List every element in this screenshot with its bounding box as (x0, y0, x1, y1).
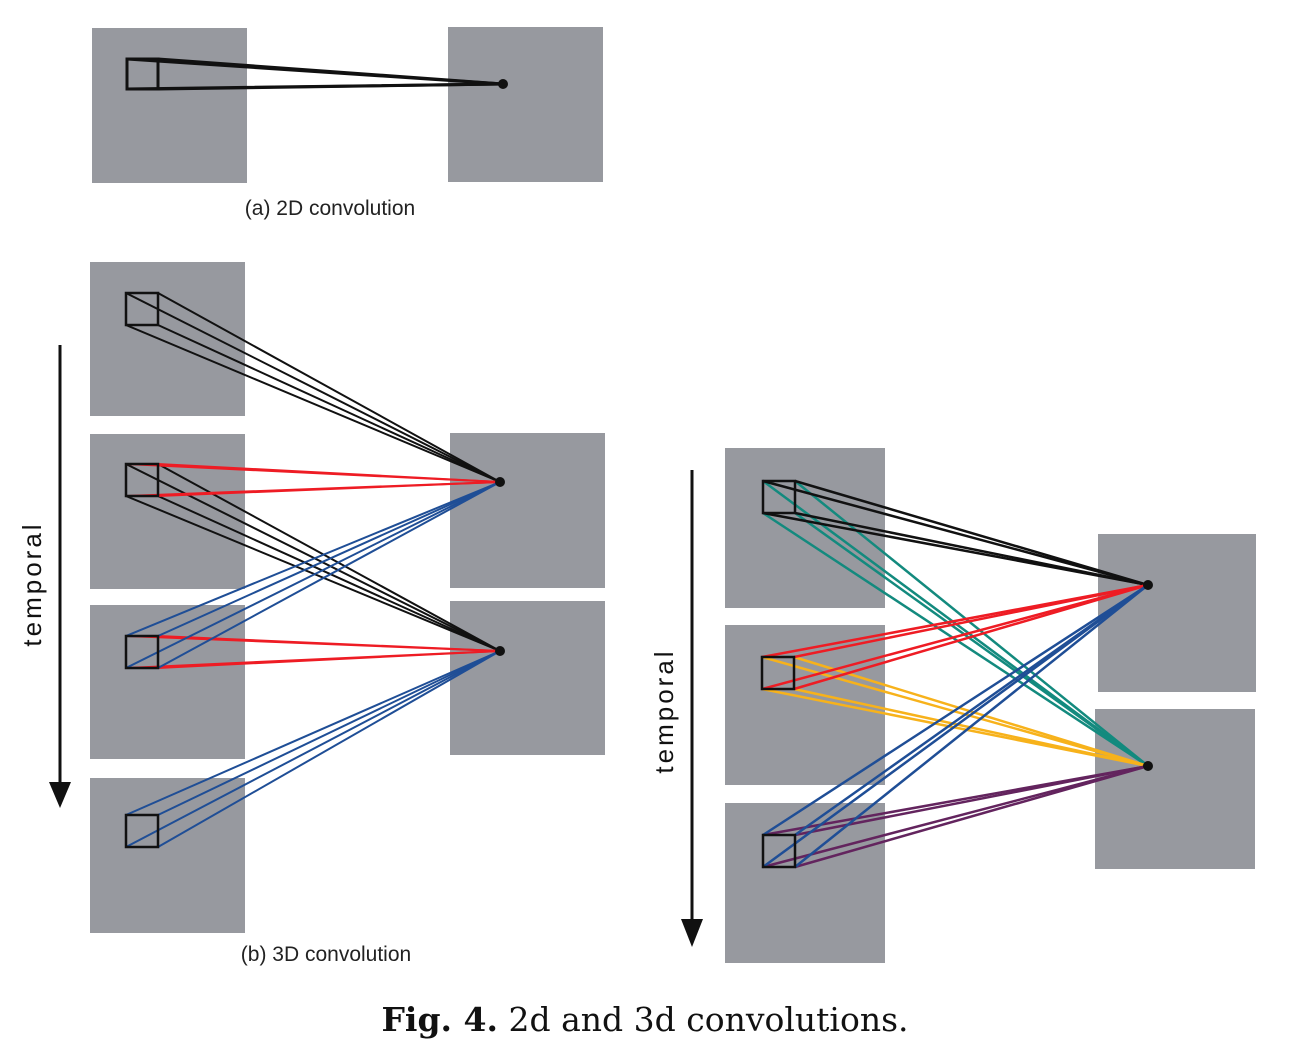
kernel-box (761, 479, 797, 515)
temporal-arrow (49, 345, 71, 808)
arrow-head-icon (681, 919, 703, 947)
panel-3d-convolution: temporal (b) 3D convolution (17, 262, 605, 966)
temporal-arrow (681, 470, 703, 947)
output-frame (450, 601, 605, 755)
output-frame (450, 433, 605, 588)
figure-number: Fig. 4. (381, 1000, 498, 1039)
output-point (495, 477, 505, 487)
kernel-box (124, 813, 160, 849)
temporal-label: temporal (649, 648, 679, 773)
input-frame (725, 448, 885, 608)
output-frame (1095, 709, 1255, 869)
panel-a-label: (a) 2D convolution (245, 197, 415, 220)
input-frame (90, 778, 245, 933)
output-frame (448, 27, 603, 182)
kernel-box (124, 291, 160, 327)
kernel-box (760, 655, 796, 691)
output-point (1143, 580, 1153, 590)
panel-b-label: (b) 3D convolution (241, 943, 411, 966)
kernel-lines-black (125, 292, 501, 652)
kernel-boxes (760, 479, 797, 869)
kernel-lines-black (762, 479, 1149, 587)
panel-2d-convolution: (a) 2D convolution (92, 27, 603, 220)
kernel-box (124, 462, 160, 498)
kernel-box (124, 634, 160, 670)
kernel-boxes (124, 291, 160, 849)
input-frame (90, 605, 245, 759)
kernel-lines-purple (762, 764, 1149, 869)
output-point (1143, 761, 1153, 771)
input-frame (92, 28, 247, 183)
kernel-lines-red (125, 463, 501, 669)
input-frame (725, 803, 885, 963)
kernel-lines-blue (762, 583, 1149, 869)
arrow-head-icon (49, 782, 71, 808)
kernel-lines-red (761, 583, 1149, 691)
caption-text: 2d and 3d convolutions. (508, 1000, 909, 1039)
output-frame (1098, 534, 1256, 692)
temporal-label: temporal (17, 521, 47, 646)
kernel-box (761, 833, 797, 869)
output-point (498, 79, 508, 89)
input-frame (725, 625, 885, 785)
kernel-lines-blue (125, 481, 501, 848)
panel-3d-multi-kernel: temporal (649, 448, 1256, 963)
figure-caption: Fig. 4. 2d and 3d convolutions. (0, 1000, 1290, 1039)
input-frame (90, 262, 245, 416)
output-point (495, 646, 505, 656)
